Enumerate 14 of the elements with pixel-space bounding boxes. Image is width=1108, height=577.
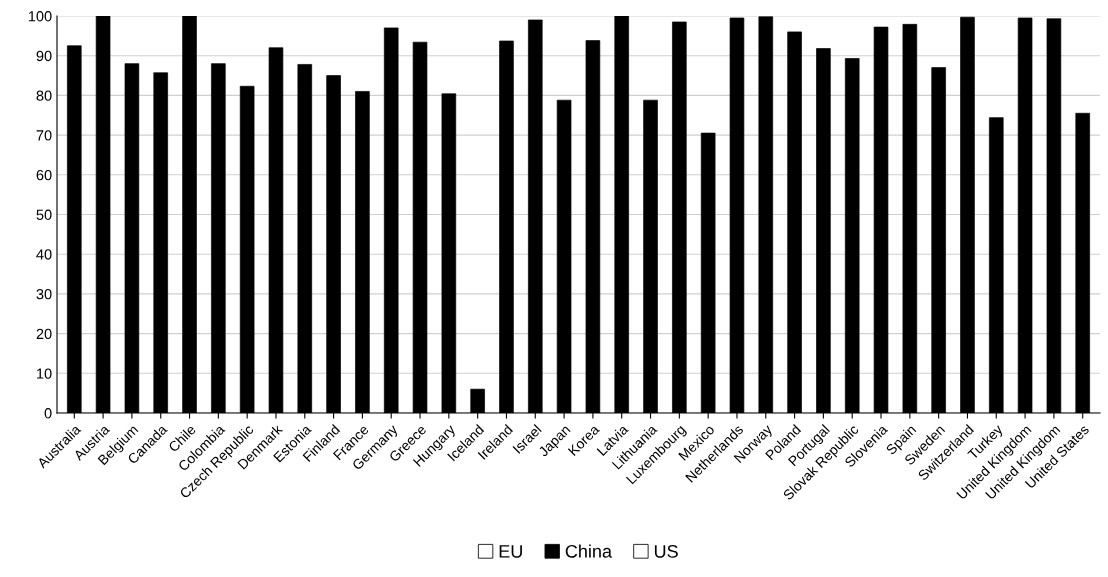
y-tick-label: 20 [36, 328, 52, 340]
y-tick-label: 0 [44, 408, 52, 419]
y-tick-label: 100 [28, 11, 52, 22]
legend-label: US [654, 544, 678, 558]
y-tick-label: 50 [36, 209, 52, 220]
y-tick-label: 60 [36, 169, 52, 181]
y-tick-label: 90 [36, 50, 52, 62]
y-tick-label: 10 [37, 368, 52, 379]
legend-label: EU [499, 545, 522, 558]
y-tick-label: 40 [36, 249, 52, 260]
legend-label: China [565, 544, 613, 558]
y-tick-label: 80 [36, 90, 52, 101]
y-tick-label: 70 [36, 130, 52, 141]
y-tick-label: 30 [36, 289, 52, 300]
